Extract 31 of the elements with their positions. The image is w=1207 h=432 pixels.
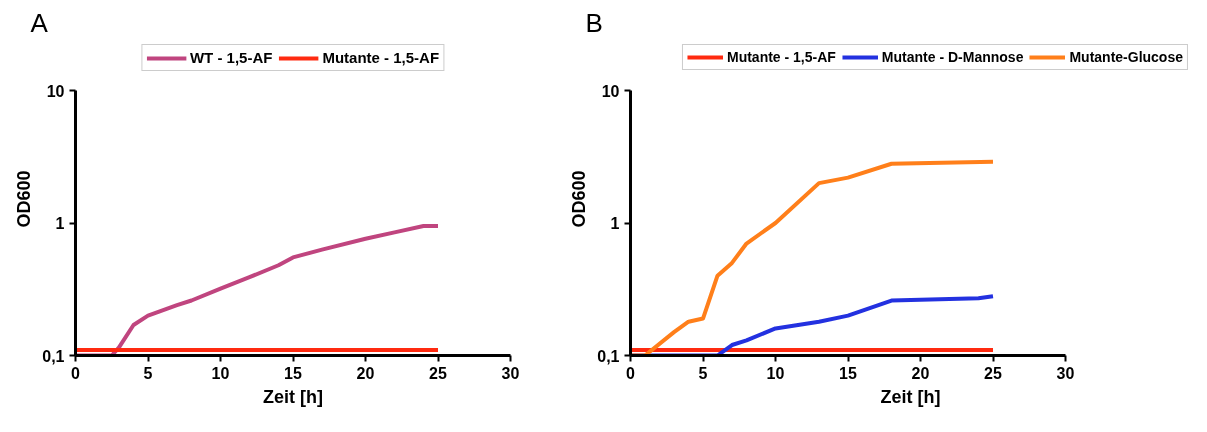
- x-tick-label: 30: [501, 364, 520, 382]
- x-tick-label: 10: [211, 364, 230, 382]
- y-tick-label: 0,1: [42, 347, 65, 365]
- x-tick-label: 5: [698, 364, 708, 382]
- x-tick-label: 15: [284, 364, 302, 382]
- x-tick-label: 0: [71, 364, 81, 382]
- legend-label: WT - 1,5-AF: [189, 49, 273, 66]
- y-tick-label: 10: [601, 82, 620, 100]
- x-tick-label: 25: [984, 364, 1002, 382]
- legend-label: Mutante - D-Mannose: [881, 49, 1024, 65]
- y-tick-label: 0,1: [597, 347, 620, 365]
- y-tick-label: 1: [55, 215, 65, 232]
- x-tick-label: 0: [626, 364, 636, 382]
- legend-label: Mutante-Glucose: [1069, 49, 1183, 65]
- y-tick-label: 1: [610, 215, 620, 232]
- x-tick-label: 25: [429, 364, 447, 382]
- chart-title: B: [585, 7, 603, 38]
- x-tick-label: 30: [1056, 364, 1075, 382]
- x-tick-label: 20: [356, 364, 375, 382]
- x-tick-label: 20: [911, 364, 930, 382]
- x-tick-label: 15: [839, 364, 857, 382]
- x-axis-title: Zeit [h]: [263, 386, 324, 407]
- chart-title: A: [30, 7, 49, 38]
- x-tick-label: 5: [143, 364, 153, 382]
- legend-label: Mutante - 1,5-AF: [726, 49, 836, 65]
- x-tick-label: 10: [766, 364, 785, 382]
- y-tick-label: 10: [46, 82, 65, 100]
- legend-label: Mutante - 1,5-AF: [322, 49, 440, 66]
- x-axis-title: Zeit [h]: [880, 386, 941, 407]
- y-axis-title: OD600: [14, 170, 35, 228]
- y-axis-title: OD600: [569, 170, 590, 228]
